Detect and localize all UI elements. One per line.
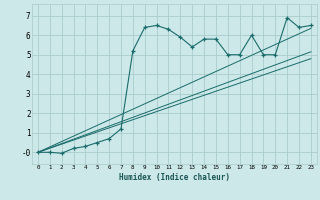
X-axis label: Humidex (Indice chaleur): Humidex (Indice chaleur) xyxy=(119,173,230,182)
